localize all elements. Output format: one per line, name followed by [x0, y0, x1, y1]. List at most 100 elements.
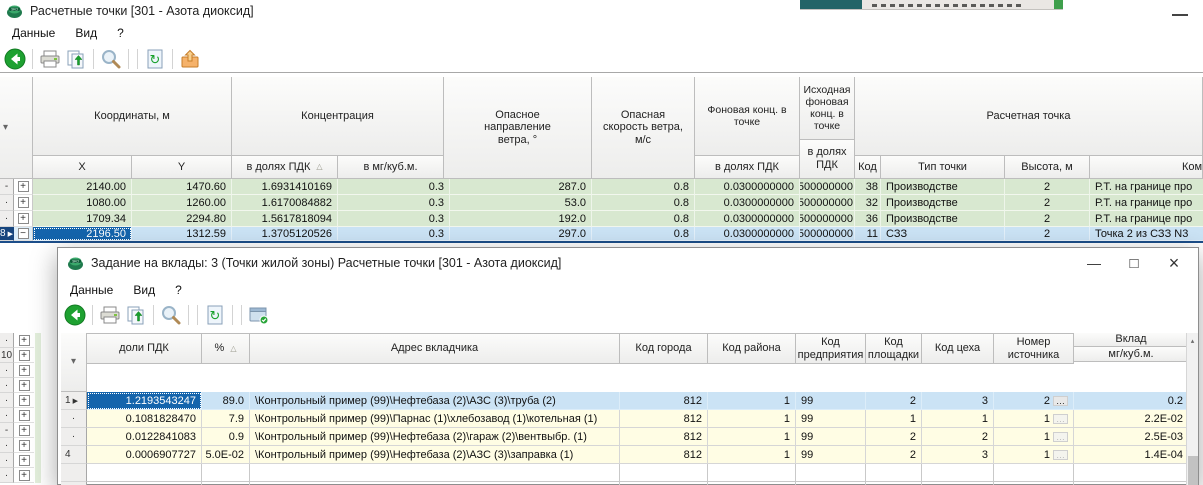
- vertical-scrollbar[interactable]: ▴: [1186, 333, 1198, 485]
- table-row[interactable]: · 0.0122841083 0.9 \Контрольный пример (…: [61, 428, 1188, 446]
- cell-tip[interactable]: Производстве: [881, 195, 1005, 211]
- table-row-selected[interactable]: 8 ▶ − 2196.50 1312.59 1.3705120526 0.3 29…: [0, 227, 1203, 243]
- row-indicator[interactable]: ·: [0, 211, 14, 227]
- expand-toggle[interactable]: +: [14, 211, 33, 227]
- column-header-percent[interactable]: % △: [202, 334, 250, 364]
- row-indicator[interactable]: ·: [0, 393, 14, 408]
- expand-toggle[interactable]: +: [14, 423, 34, 438]
- expand-toggle[interactable]: +: [14, 438, 34, 453]
- cell-source-number[interactable]: 1 …: [994, 428, 1074, 446]
- ellipsis-button[interactable]: …: [1053, 413, 1068, 424]
- cell-mg[interactable]: 0.2: [1074, 392, 1188, 410]
- cell-district-code[interactable]: 1: [708, 410, 796, 428]
- cell-kod[interactable]: 38: [855, 179, 881, 195]
- cell-mg[interactable]: 2.5E-03: [1074, 428, 1188, 446]
- cell-pdk[interactable]: 1.3705120526: [232, 227, 338, 241]
- row-indicator[interactable]: 1 ▶: [61, 392, 87, 410]
- cell-source-number[interactable]: 1 …: [994, 446, 1074, 464]
- print-icon[interactable]: [97, 303, 123, 327]
- column-header-tip[interactable]: Тип точки: [881, 156, 1005, 179]
- column-header-address[interactable]: Адрес вкладчика: [250, 334, 620, 364]
- cell-fon[interactable]: 0.0300000000: [695, 179, 800, 195]
- ellipsis-button[interactable]: …: [1053, 431, 1068, 442]
- column-header-enterprise-code[interactable]: Код предприятия: [796, 334, 866, 364]
- cell-shop-code[interactable]: 3: [922, 392, 994, 410]
- refresh-icon[interactable]: ↻: [142, 47, 168, 71]
- expand-toggle[interactable]: +: [14, 408, 34, 423]
- cell-y[interactable]: 1312.59: [132, 227, 232, 241]
- cell-doli-pdk[interactable]: 0.0006907727: [87, 446, 202, 464]
- column-header-district-code[interactable]: Код района: [708, 334, 796, 364]
- column-header-kod[interactable]: Код: [855, 156, 881, 179]
- column-header-fon-pdk[interactable]: в долях ПДК: [695, 156, 800, 179]
- child-menu-help[interactable]: ?: [175, 283, 182, 297]
- scrollbar-thumb[interactable]: [1188, 456, 1198, 485]
- row-indicator[interactable]: 10: [0, 348, 14, 363]
- column-header-mg[interactable]: в мг/куб.м.: [338, 156, 444, 179]
- table-row[interactable]: · + 1709.34 2294.80 1.5617818094 0.3 192…: [0, 211, 1203, 227]
- cell-pdk[interactable]: 1.6931410169: [232, 179, 338, 195]
- cell-shop-code[interactable]: 1: [922, 410, 994, 428]
- column-header-comment[interactable]: Комментарий: [1090, 156, 1203, 179]
- expand-toggle[interactable]: +: [14, 393, 34, 408]
- table-row-selected[interactable]: 1 ▶ 1.2193543247 89.0 \Контрольный пример…: [61, 392, 1188, 410]
- cell-tip[interactable]: СЗЗ: [881, 227, 1005, 241]
- cell-direction[interactable]: 192.0: [450, 211, 592, 227]
- cell-fon[interactable]: 0.0300000000: [695, 227, 800, 241]
- cell-enterprise-code[interactable]: 99: [796, 428, 866, 446]
- row-indicator[interactable]: ·: [0, 408, 14, 423]
- expand-toggle[interactable]: −: [14, 227, 33, 241]
- column-header-source-number[interactable]: Номер источника: [994, 334, 1074, 364]
- row-indicator[interactable]: -: [0, 179, 14, 195]
- table-row[interactable]: · + 1080.00 1260.00 1.6170084882 0.3 53.…: [0, 195, 1203, 211]
- cell-comment[interactable]: Р.Т. на границе про: [1090, 211, 1203, 227]
- minimize-icon[interactable]: —: [1087, 255, 1101, 271]
- cell-speed[interactable]: 0.8: [592, 227, 695, 241]
- cell-doli-pdk[interactable]: 0.1081828470: [87, 410, 202, 428]
- main-minimize-button[interactable]: [1172, 6, 1188, 16]
- cell-tip[interactable]: Производстве: [881, 179, 1005, 195]
- cell-height[interactable]: 2: [1005, 195, 1090, 211]
- column-header-x[interactable]: X: [33, 156, 132, 179]
- row-indicator[interactable]: ·: [0, 363, 14, 378]
- column-header-doli-pdk[interactable]: доли ПДК: [87, 334, 202, 364]
- ellipsis-button[interactable]: …: [1053, 395, 1068, 406]
- child-menu-view[interactable]: Вид: [133, 283, 156, 297]
- upload-icon[interactable]: [177, 47, 203, 71]
- cell-address[interactable]: \Контрольный пример (99)\Нефтебаза (2)\г…: [250, 428, 620, 446]
- cell-comment[interactable]: Р.Т. на границе про: [1090, 179, 1203, 195]
- cell-tip[interactable]: Производстве: [881, 211, 1005, 227]
- cell-mg[interactable]: 1.4E-04: [1074, 446, 1188, 464]
- cell-kod[interactable]: 11: [855, 227, 881, 241]
- column-header-danger-direction[interactable]: Опасное направление ветра, °: [444, 77, 592, 179]
- refresh-icon[interactable]: ↻: [202, 303, 228, 327]
- cell-district-code[interactable]: 1: [708, 446, 796, 464]
- cell-mg[interactable]: 0.3: [338, 211, 450, 227]
- column-header-ishod-pdk[interactable]: в долях ПДК: [800, 140, 855, 179]
- close-icon[interactable]: ×: [1168, 252, 1180, 273]
- row-indicator[interactable]: -: [0, 423, 14, 438]
- row-indicator[interactable]: ·: [0, 453, 14, 468]
- ellipsis-button[interactable]: …: [1053, 449, 1068, 460]
- cell-speed[interactable]: 0.8: [592, 195, 695, 211]
- cell-height[interactable]: 2: [1005, 179, 1090, 195]
- cell-fon[interactable]: 0.0300000000: [695, 211, 800, 227]
- cell-comment[interactable]: Р.Т. на границе про: [1090, 195, 1203, 211]
- cell-mg[interactable]: 0.3: [338, 227, 450, 241]
- cell-speed[interactable]: 0.8: [592, 179, 695, 195]
- cell-address[interactable]: \Контрольный пример (99)\Парнас (1)\хлеб…: [250, 410, 620, 428]
- cell-site-code[interactable]: 2: [866, 446, 922, 464]
- export-icon[interactable]: [123, 303, 149, 327]
- cell-pdk[interactable]: 1.6170084882: [232, 195, 338, 211]
- cell-percent[interactable]: 7.9: [202, 410, 250, 428]
- expand-toggle[interactable]: +: [14, 333, 34, 348]
- cell-shop-code[interactable]: 2: [922, 428, 994, 446]
- column-header-site-code[interactable]: Код площадки: [866, 334, 922, 364]
- cell-ishod[interactable]: 1500000000: [800, 211, 855, 227]
- expand-toggle[interactable]: +: [14, 453, 34, 468]
- export-icon[interactable]: [63, 47, 89, 71]
- child-header-corner[interactable]: ▾: [61, 333, 87, 392]
- tasks-icon[interactable]: [246, 303, 272, 327]
- cell-x[interactable]: 1080.00: [33, 195, 132, 211]
- main-menu-data[interactable]: Данные: [12, 26, 56, 40]
